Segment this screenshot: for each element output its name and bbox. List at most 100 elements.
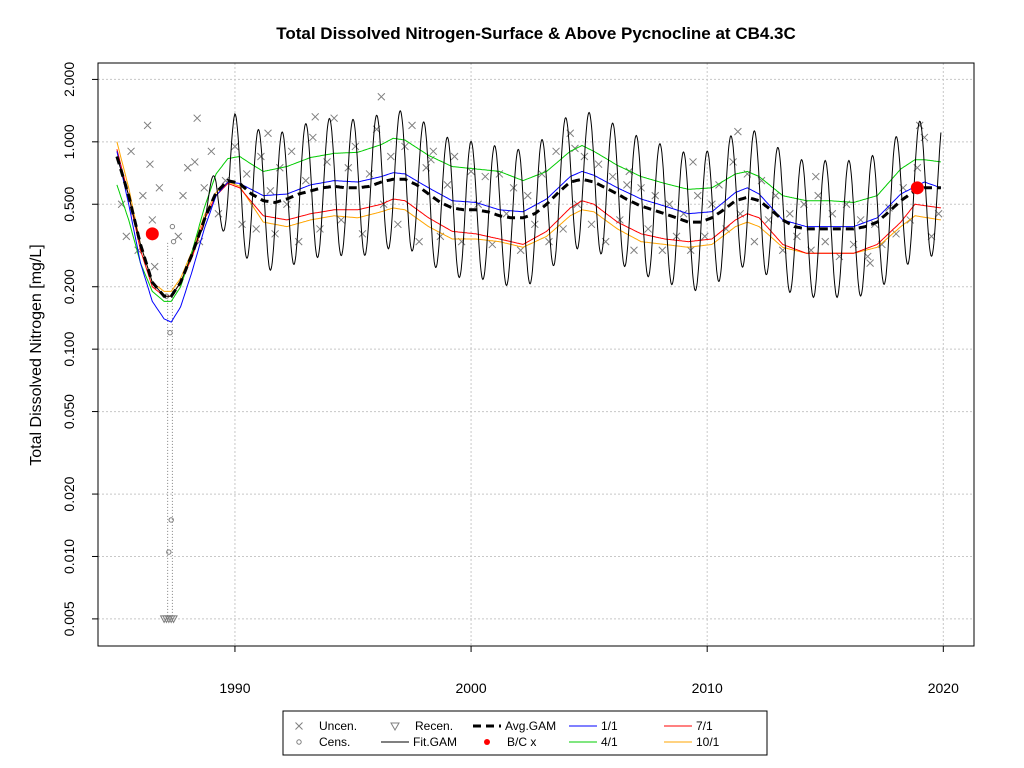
fit-gam-line <box>116 109 942 299</box>
uncensored-point <box>892 229 900 238</box>
y-axis-label: Total Dissolved Nitrogen [mg/L] <box>28 244 45 465</box>
y-tick-label: 0.010 <box>61 539 77 574</box>
uncensored-point <box>311 112 320 121</box>
grid-layer <box>98 63 974 646</box>
x-tick-label: 2010 <box>692 680 723 696</box>
uncensored-point <box>408 121 416 130</box>
y-axis: 0.005 0.010 0.020 0.050 0.100 0.200 0.500 1.000… <box>61 62 99 636</box>
uncensored-point <box>174 232 183 241</box>
y-tick-label: 0.100 <box>61 331 77 366</box>
uncensored-point <box>238 220 246 229</box>
uncensored-point <box>179 191 187 200</box>
censored-interval-lines <box>167 241 173 619</box>
uncensored-point <box>764 216 773 224</box>
uncensored-point <box>401 142 409 151</box>
y-tick-label: 0.200 <box>61 269 77 304</box>
uncensored-point <box>785 209 794 218</box>
uncensored-point <box>734 127 742 136</box>
uncensored-point <box>811 172 820 181</box>
y-tick-label: 0.500 <box>61 187 77 222</box>
recensored-point <box>169 615 178 624</box>
bc-point <box>910 181 924 195</box>
uncensored-point <box>127 147 135 156</box>
uncensored-point <box>351 142 360 151</box>
censored-point <box>169 223 176 230</box>
uncensored-point <box>729 158 738 166</box>
uncensored-point <box>155 183 164 192</box>
uncensored-point <box>122 232 131 241</box>
x-tick-label: 2020 <box>928 680 959 696</box>
uncensored-point <box>316 225 324 233</box>
uncensored-point <box>700 232 709 241</box>
uncensored-point <box>150 262 159 271</box>
uncensored-point <box>301 176 310 185</box>
censored-point <box>170 238 177 245</box>
uncensored-point <box>252 225 261 233</box>
legend-label: 1/1 <box>601 719 618 733</box>
uncensored-point <box>814 191 823 200</box>
uncensored-point <box>915 121 924 130</box>
uncensored-point <box>866 259 874 267</box>
x-tick-label: 2000 <box>455 680 486 696</box>
uncensored-point <box>750 237 759 246</box>
bc-point <box>145 227 159 241</box>
uncensored-point <box>358 229 367 238</box>
uncensored-point <box>481 172 490 181</box>
uncensored-point <box>693 191 702 200</box>
uncensored-point <box>538 170 546 178</box>
uncensored-point <box>552 147 560 156</box>
series-7-1-line <box>116 149 941 297</box>
legend-label: 7/1 <box>696 719 713 733</box>
uncensored-point <box>242 170 251 178</box>
uncensored-point <box>587 220 596 229</box>
legend-swatch <box>390 722 400 732</box>
uncensored-point <box>530 220 539 229</box>
legend-label: Cens. <box>319 735 350 749</box>
uncensored-point <box>257 152 265 161</box>
avg-gam-line <box>115 156 941 298</box>
x-tick-label: 1990 <box>219 680 250 696</box>
y-tick-label: 2.000 <box>61 62 77 97</box>
uncensored-point <box>143 121 152 130</box>
uncensored-point <box>200 183 209 192</box>
uncensored-point <box>377 92 386 101</box>
x-axis: 1990 2000 2010 2020 <box>219 645 959 696</box>
legend: Uncen. Recen. Avg.GAM 1/1 7/1 Cens. Fit.GAM B/C… <box>282 710 768 756</box>
legend-box <box>282 710 768 756</box>
uncensored-point <box>608 172 617 181</box>
uncensored-point <box>523 191 532 200</box>
uncensored-point <box>214 209 223 218</box>
series-1-1-line <box>116 151 942 323</box>
censored-point <box>168 517 174 523</box>
uncensored-point <box>337 216 346 224</box>
chart-title: Total Dissolved Nitrogen-Surface & Above… <box>276 24 796 43</box>
censored-point <box>166 549 172 555</box>
uncensored-point <box>415 237 423 246</box>
uncensored-point <box>309 133 317 142</box>
series-lines <box>115 109 942 323</box>
legend-label: 4/1 <box>601 735 618 749</box>
uncensored-point <box>545 237 553 246</box>
uncensored-point <box>148 216 157 224</box>
uncensored-point <box>287 147 296 156</box>
uncensored-point <box>146 160 154 169</box>
legend-label: 10/1 <box>696 735 720 749</box>
uncensored-point <box>630 246 638 255</box>
uncensored-point <box>283 200 291 209</box>
uncensored-point <box>658 246 667 255</box>
y-tick-label: 0.005 <box>61 601 77 636</box>
uncensored-point <box>330 114 338 123</box>
uncensored-point <box>516 246 525 255</box>
uncensored-point <box>689 158 697 166</box>
y-tick-label: 0.020 <box>61 476 77 511</box>
uncensored-point <box>231 142 239 151</box>
legend-label: Recen. <box>415 719 453 733</box>
y-tick-label: 0.050 <box>61 394 77 429</box>
uncensored-point <box>856 216 865 224</box>
uncensored-point <box>193 114 202 123</box>
uncensored-point <box>386 152 395 161</box>
legend-label: B/C x <box>507 735 536 749</box>
uncensored-point <box>271 229 279 238</box>
uncensored-point <box>885 204 893 212</box>
